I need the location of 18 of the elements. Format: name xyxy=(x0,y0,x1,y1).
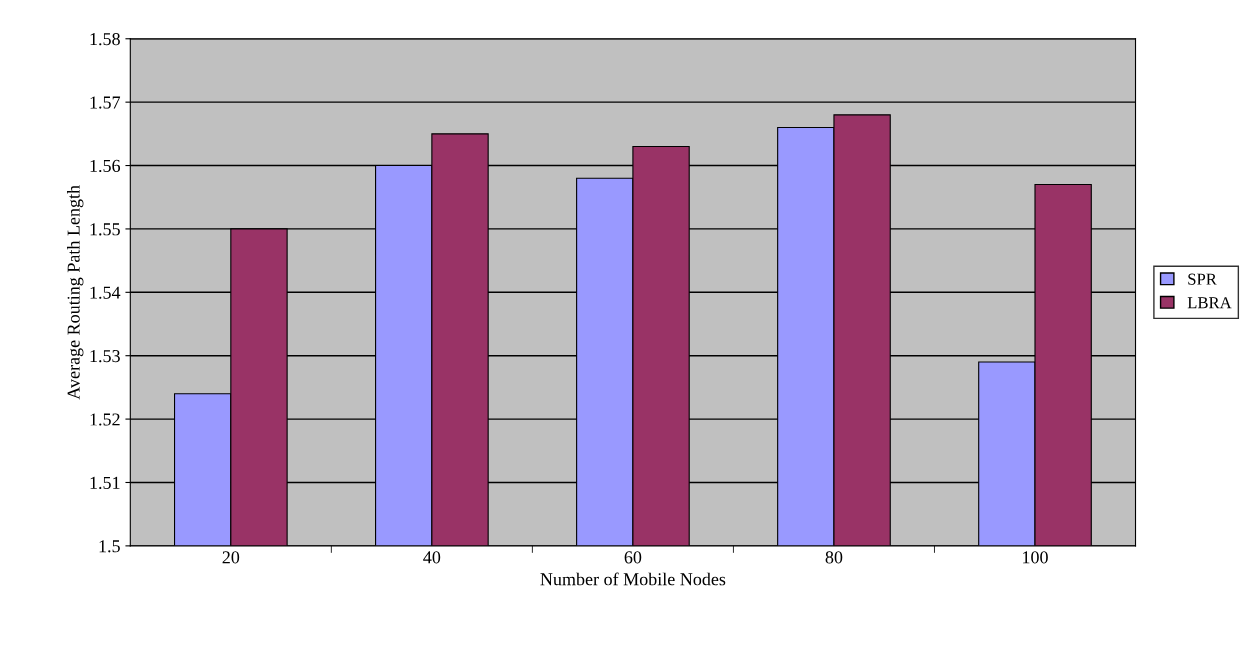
y-tick-label: 1.52 xyxy=(90,413,120,426)
legend-label: SPR xyxy=(1188,273,1217,285)
x-tick-label: 80 xyxy=(825,551,843,564)
y-tick-label: 1.5 xyxy=(99,540,120,553)
x-tick-label: 20 xyxy=(222,551,240,564)
y-axis-title: Average Routing Path Length xyxy=(67,185,84,400)
y-tick-label: 1.56 xyxy=(90,159,121,173)
y-tick-label: 1.51 xyxy=(90,476,120,489)
x-tick-label: 60 xyxy=(624,551,642,564)
y-tick-label: 1.55 xyxy=(90,223,120,236)
y-tick-label: 1.53 xyxy=(90,350,120,363)
x-axis-title: Number of Mobile Nodes xyxy=(540,572,726,586)
legend-label: LBRA xyxy=(1187,297,1232,309)
x-tick-label: 40 xyxy=(423,551,441,564)
y-tick-label: 1.54 xyxy=(90,286,121,299)
y-tick-label: 1.57 xyxy=(90,96,121,109)
y-tick-label: 1.58 xyxy=(90,33,120,46)
x-tick-label: 100 xyxy=(1023,551,1048,564)
